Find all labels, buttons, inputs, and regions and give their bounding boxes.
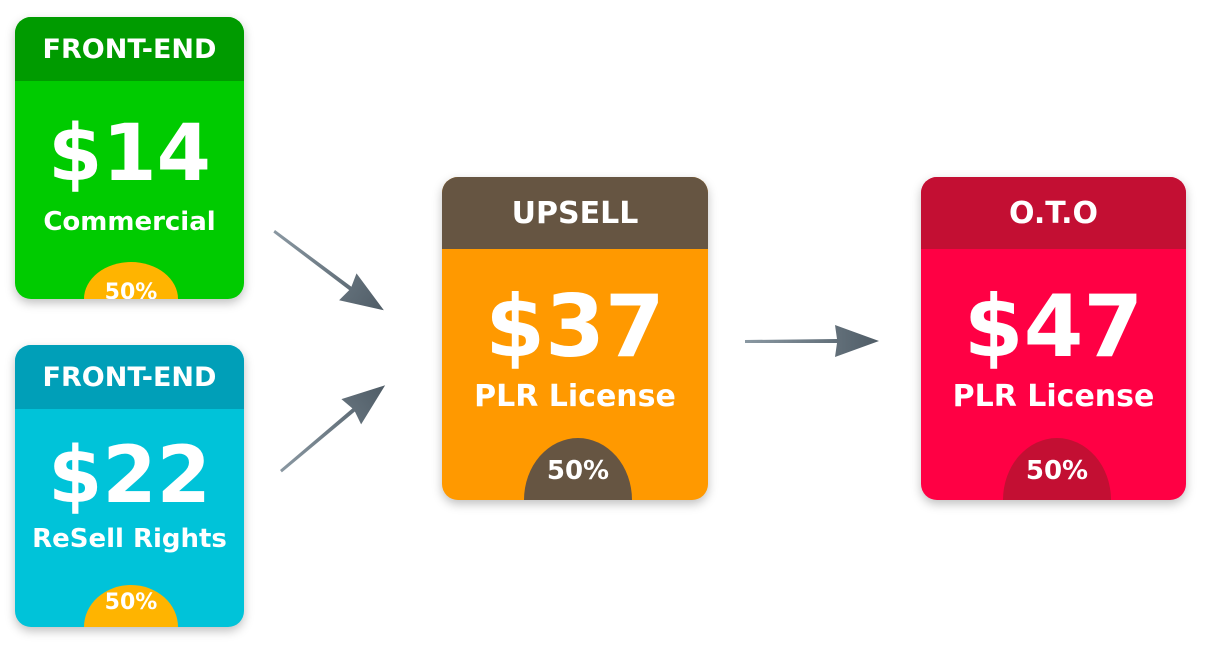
arrow-icon bbox=[262, 223, 393, 323]
arrow-icon bbox=[269, 373, 395, 481]
arrow-icon bbox=[745, 325, 879, 357]
